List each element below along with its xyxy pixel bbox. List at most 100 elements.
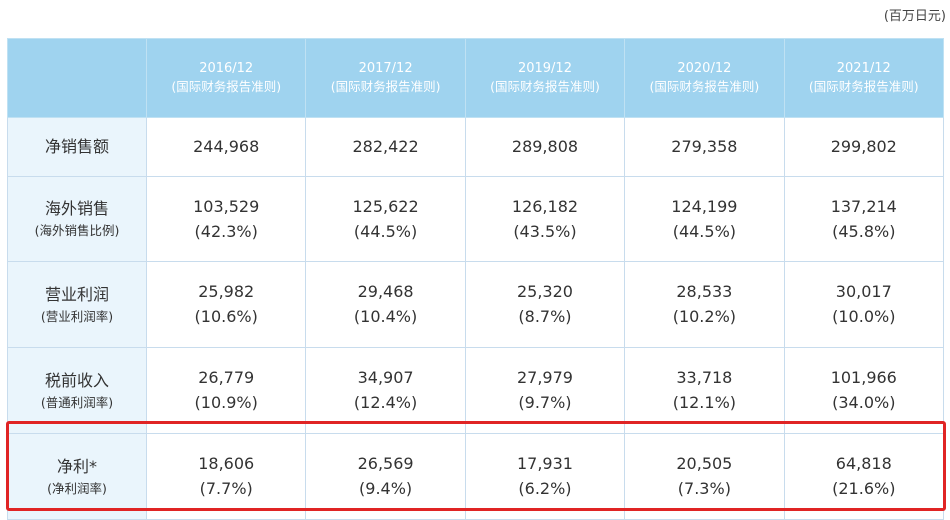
cell-value: 34,907	[357, 368, 414, 387]
row-label: 净销售额	[44, 137, 109, 156]
cell-value: 299,802	[830, 137, 897, 156]
cell-percent: (10.6%)	[194, 307, 258, 326]
table-cell: 27,979 (9.7%)	[464, 347, 626, 434]
row-sublabel: (营业利润率)	[40, 308, 114, 324]
cell-percent: (44.5%)	[672, 221, 737, 241]
table-cell: 299,802	[783, 117, 945, 177]
row-label: 海外销售	[44, 199, 109, 218]
table-cell: 137,214 (45.8%)	[783, 176, 945, 262]
row-label-cell: 净销售额	[7, 117, 147, 177]
table-cell: 124,199 (44.5%)	[624, 176, 785, 262]
table-cell: 25,982 (10.6%)	[145, 261, 307, 348]
cell-percent: (10.0%)	[832, 307, 896, 326]
row-label-cell: 税前收入 (普通利润率)	[7, 347, 147, 434]
table-cell: 34,907 (12.4%)	[305, 347, 466, 434]
header-year: 2020/12	[677, 61, 732, 76]
cell-percent: (9.7%)	[518, 393, 572, 412]
cell-value: 126,182	[511, 196, 579, 216]
header-corner	[7, 38, 147, 118]
table-cell: 28,533 (10.2%)	[624, 261, 785, 348]
cell-value: 244,968	[193, 137, 260, 156]
table-cell: 25,320 (8.7%)	[464, 261, 626, 348]
cell-percent: (10.9%)	[194, 393, 258, 412]
row-label: 营业利润	[44, 284, 109, 304]
header-standard: (国际财务报告准则)	[330, 79, 441, 94]
cell-percent: (10.2%)	[672, 307, 737, 326]
header-standard: (国际财务报告准则)	[171, 79, 282, 94]
header-col-2016: 2016/12 (国际财务报告准则)	[145, 38, 307, 118]
cell-value: 125,622	[352, 196, 419, 216]
cell-percent: (45.8%)	[832, 221, 896, 241]
header-col-2019: 2019/12 (国际财务报告准则)	[464, 38, 626, 118]
row-sublabel: (净利润率)	[47, 480, 107, 496]
cell-value: 25,982	[198, 282, 255, 301]
cell-percent: (42.3%)	[194, 221, 258, 241]
cell-value: 289,808	[511, 137, 579, 156]
table-cell: 125,622 (44.5%)	[305, 176, 466, 262]
cell-value: 17,931	[516, 454, 573, 473]
financial-table: 2016/12 (国际财务报告准则) 2017/12 (国际财务报告准则) 20…	[7, 38, 945, 520]
row-label-cell: 海外销售 (海外销售比例)	[7, 176, 147, 262]
cell-value: 124,199	[671, 196, 738, 216]
table-cell: 289,808	[464, 117, 626, 177]
table-cell: 29,468 (10.4%)	[305, 261, 466, 348]
cell-value: 282,422	[352, 137, 419, 156]
cell-value: 20,505	[676, 454, 733, 473]
header-col-2020: 2020/12 (国际财务报告准则)	[624, 38, 785, 118]
table-cell: 244,968	[145, 117, 307, 177]
cell-value: 25,320	[516, 282, 573, 301]
header-col-2021: 2021/12 (国际财务报告准则)	[783, 38, 945, 118]
header-standard: (国际财务报告准则)	[808, 79, 919, 94]
row-sublabel: (海外销售比例)	[34, 223, 120, 238]
cell-value: 18,606	[198, 454, 255, 473]
cell-percent: (8.7%)	[518, 307, 572, 326]
cell-percent: (21.6%)	[832, 479, 896, 498]
cell-percent: (10.4%)	[353, 307, 418, 326]
header-standard: (国际财务报告准则)	[649, 79, 760, 94]
table-row-operating-profit: 营业利润 (营业利润率) 25,982 (10.6%) 29,468 (10.4%)…	[7, 261, 945, 348]
cell-percent: (6.2%)	[518, 479, 572, 498]
cell-percent: (12.1%)	[672, 393, 737, 412]
table-cell: 18,606 (7.7%)	[145, 433, 307, 520]
header-year: 2021/12	[836, 61, 891, 76]
table-cell: 64,818 (21.6%)	[783, 433, 945, 520]
header-year: 2017/12	[358, 61, 413, 76]
cell-value: 26,779	[198, 368, 255, 387]
cell-value: 101,966	[830, 368, 897, 387]
cell-percent: (7.7%)	[199, 479, 253, 498]
header-row: 2016/12 (国际财务报告准则) 2017/12 (国际财务报告准则) 20…	[7, 38, 945, 118]
cell-value: 137,214	[830, 196, 897, 216]
row-label: 净利*	[56, 456, 97, 476]
table-cell: 101,966 (34.0%)	[783, 347, 945, 434]
table-cell: 279,358	[624, 117, 785, 177]
header-year: 2016/12	[199, 61, 254, 76]
table-cell: 26,569 (9.4%)	[305, 433, 466, 520]
row-label: 税前收入	[44, 370, 109, 390]
cell-percent: (12.4%)	[353, 393, 418, 412]
cell-percent: (44.5%)	[353, 221, 418, 241]
header-standard: (国际财务报告准则)	[490, 79, 600, 94]
table-row-pretax-income: 税前收入 (普通利润率) 26,779 (10.9%) 34,907 (12.4%)…	[7, 347, 945, 434]
table-cell: 30,017 (10.0%)	[783, 261, 945, 348]
cell-value: 28,533	[676, 282, 733, 301]
cell-percent: (7.3%)	[677, 479, 731, 498]
table-row-overseas-sales: 海外销售 (海外销售比例) 103,529 (42.3%) 125,622 (44.…	[7, 176, 945, 262]
cell-value: 279,358	[671, 137, 738, 156]
cell-percent: (9.4%)	[359, 479, 413, 498]
table-cell: 103,529 (42.3%)	[145, 176, 307, 262]
row-label-cell: 营业利润 (营业利润率)	[7, 261, 147, 348]
table-cell: 20,505 (7.3%)	[624, 433, 785, 520]
table-row-net-profit: 净利* (净利润率) 18,606 (7.7%) 26,569 (9.4%) 17,…	[7, 433, 945, 520]
cell-value: 33,718	[676, 368, 733, 387]
table-cell: 17,931 (6.2%)	[464, 433, 626, 520]
header-year: 2019/12	[517, 61, 572, 76]
table-cell: 282,422	[305, 117, 466, 177]
cell-value: 26,569	[357, 454, 414, 473]
cell-percent: (43.5%)	[513, 221, 577, 241]
cell-value: 30,017	[835, 282, 892, 301]
cell-value: 103,529	[193, 196, 260, 216]
cell-percent: (34.0%)	[832, 393, 896, 412]
cell-value: 29,468	[357, 282, 414, 301]
table-cell: 126,182 (43.5%)	[464, 176, 626, 262]
row-sublabel: (普通利润率)	[40, 394, 114, 410]
